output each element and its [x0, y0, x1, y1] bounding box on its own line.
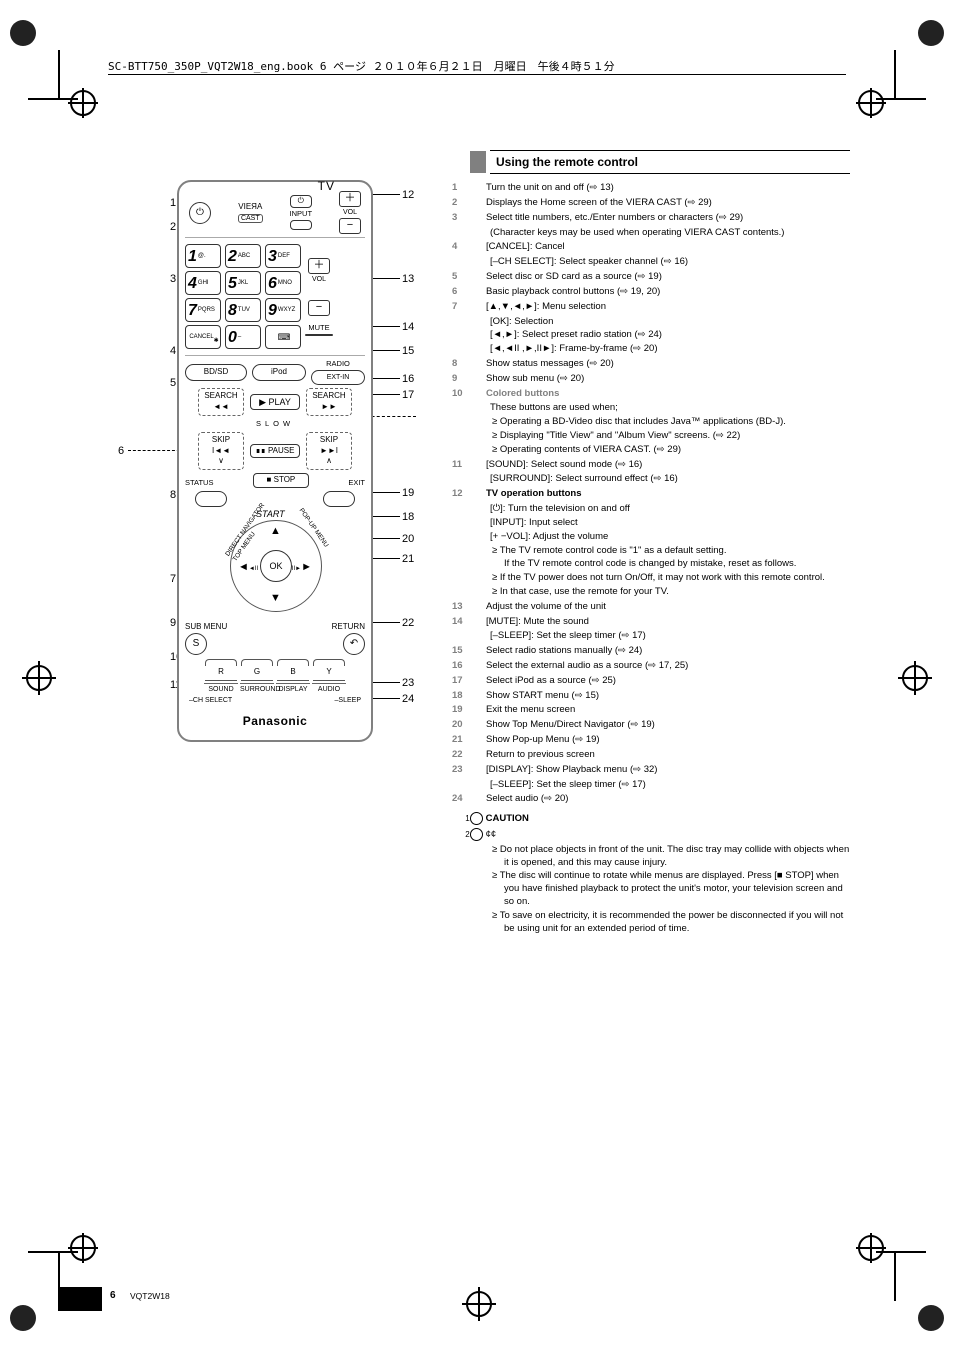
remote-tv-vol-label: VOL	[343, 208, 357, 217]
header-filename: SC-BTT750_350P_VQT2W18_eng.book 6 ページ ２０…	[108, 58, 615, 74]
reg-mark-right	[902, 665, 928, 691]
remote-status-btn	[195, 491, 227, 507]
callout-5: 5	[170, 376, 176, 391]
remote-key-6: 6MNO	[265, 271, 301, 295]
remote-skip-r: SKIP►►I∧	[306, 432, 352, 470]
remote-slow-label: SLOW	[185, 419, 365, 429]
callout-13: 13	[402, 272, 414, 287]
remote-search-r: SEARCH►►	[306, 388, 352, 416]
remote-diagram: TV ⏻ VIEЯACAST ⏻ INPUT ＋ VOL −	[177, 180, 373, 742]
remote-text-key: ⌨	[265, 325, 301, 349]
remote-input-label: INPUT	[290, 209, 313, 219]
remote-tv-label: TV	[318, 178, 335, 194]
section-title: Using the remote control	[490, 150, 850, 174]
callout-20: 20	[402, 532, 414, 547]
remote-key-4: 4GHI	[185, 271, 221, 295]
callout-6: 6	[118, 444, 124, 459]
remote-audio-label: AUDIO	[312, 683, 346, 694]
callout-4: 4	[170, 344, 176, 359]
remote-key-5: 5JKL	[225, 271, 261, 295]
remote-color-g: G	[241, 659, 273, 681]
remote-display-label: DISPLAY	[276, 683, 310, 694]
callout-2: 2	[170, 220, 176, 235]
remote-pause: ∎∎ PAUSE	[250, 444, 300, 459]
callout-21: 21	[402, 552, 414, 567]
reg-mark-bottom	[466, 1291, 492, 1317]
function-list: 1Turn the unit on and off (⇨ 13) 2Displa…	[470, 182, 850, 935]
callout-12: 12	[402, 188, 414, 203]
crop-mark-br	[854, 1241, 944, 1331]
callout-7: 7	[170, 572, 176, 587]
page-code: VQT2W18	[130, 1291, 170, 1301]
remote-power-icon: ⏻	[189, 202, 211, 224]
callout-14: 14	[402, 320, 414, 335]
remote-sound-label: SOUND	[204, 683, 238, 694]
remote-submenu-btn: S	[185, 633, 207, 655]
remote-key-0: 0–	[225, 325, 261, 349]
callout-15: 15	[402, 344, 414, 359]
remote-viera-cast: VIEЯACAST	[238, 202, 263, 224]
remote-chselect-label: –CH SELECT	[189, 696, 232, 705]
remote-key-7: 7PQRS	[185, 298, 221, 322]
remote-return-label: RETURN	[332, 622, 365, 633]
remote-color-y: Y	[313, 659, 345, 681]
callout-8: 8	[170, 488, 176, 503]
remote-dpad: START OK ▲ ▼ ◄◄II II►► DIRECT NAVIGATORT…	[220, 510, 330, 620]
remote-surround-label: SURROUND	[240, 683, 274, 694]
callout-16: 16	[402, 372, 414, 387]
remote-key-2: 2ABC	[225, 244, 261, 268]
page-number: 6	[110, 1290, 116, 1301]
remote-tv-vol-up: ＋	[339, 191, 361, 207]
remote-mute-label: MUTE	[308, 323, 329, 333]
remote-color-r: R	[205, 659, 237, 681]
crop-mark-bl	[10, 1241, 100, 1331]
remote-key-9: 9WXYZ	[265, 298, 301, 322]
remote-extin: EXT-IN	[311, 370, 365, 385]
remote-key-3: 3DEF	[265, 244, 301, 268]
remote-submenu-label: SUB MENU	[185, 622, 227, 633]
callout-3: 3	[170, 272, 176, 287]
remote-color-b: B	[277, 659, 309, 681]
callout-1: 1	[170, 196, 176, 211]
remote-vol-up: ＋	[308, 258, 330, 274]
remote-tv-vol-dn: −	[339, 218, 361, 234]
remote-tv-power: ⏻	[290, 195, 313, 208]
remote-exit-label: EXIT	[348, 478, 365, 488]
remote-bdsd: BD/SD	[185, 364, 247, 381]
remote-exit-btn	[323, 491, 355, 507]
callout-23: 23	[402, 676, 414, 691]
remote-key-8: 8TUV	[225, 298, 261, 322]
crop-mark-tl	[10, 20, 100, 110]
remote-vol-dn: −	[308, 300, 330, 316]
callout-19: 19	[402, 486, 414, 501]
remote-skip-l: SKIPI◄◄∨	[198, 432, 244, 470]
remote-key-1: 1@.	[185, 244, 221, 268]
header-rule	[108, 74, 846, 75]
remote-stop: ■ STOP	[253, 473, 309, 488]
callout-9: 9	[170, 616, 176, 631]
reg-mark-left	[26, 665, 52, 691]
callout-22: 22	[402, 616, 414, 631]
remote-cancel: CANCEL✱	[185, 325, 221, 349]
callout-17: 17	[402, 388, 414, 403]
remote-play: ▶ PLAY	[250, 394, 300, 410]
remote-ipod: iPod	[252, 364, 306, 381]
remote-brand: Panasonic	[185, 713, 365, 729]
callout-18: 18	[402, 510, 414, 525]
remote-return-btn: ↶	[343, 633, 365, 655]
section-tab	[470, 151, 486, 173]
remote-search-l: SEARCH◄◄	[198, 388, 244, 416]
trim-mark-block	[58, 1287, 102, 1311]
callout-24: 24	[402, 692, 414, 707]
crop-mark-tr	[854, 20, 944, 110]
remote-sleep-label: –SLEEP	[335, 696, 361, 705]
remote-radio-label: RADIO	[311, 359, 365, 369]
remote-ok: OK	[260, 550, 292, 582]
remote-status-label: STATUS	[185, 478, 213, 488]
